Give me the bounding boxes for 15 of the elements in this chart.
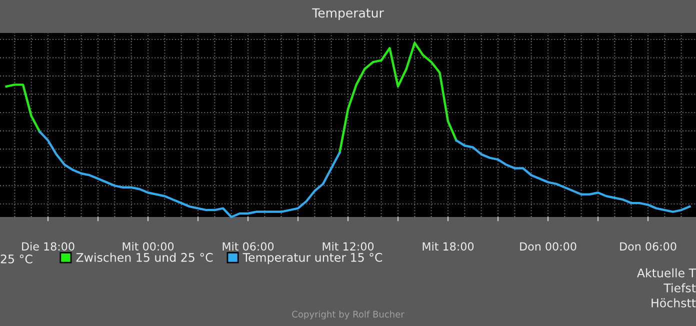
text: 25 °C (0, 254, 32, 264)
text: Tiefst (664, 283, 696, 292)
x-tick-label: Don 06:00 (620, 242, 676, 251)
text: Aktuelle T (637, 268, 696, 278)
x-tick-label: Mit 00:00 (122, 242, 174, 251)
x-tick-label: Mit 18:00 (422, 242, 474, 251)
legend-label: Zwischen 15 und 25 °C (76, 252, 213, 262)
x-tick-label: Don 00:00 (520, 242, 576, 251)
text: Höchstt (652, 298, 696, 308)
legend-label: Temperatur unter 15 °C (242, 252, 382, 264)
chart-title: Temperatur (312, 8, 384, 20)
text: Copyright by Rolf Bucher (292, 310, 404, 320)
x-tick-label: Die 18:00 (22, 242, 74, 251)
x-tick-label: Mit 06:00 (222, 242, 274, 251)
x-tick-label: Mit 12:00 (322, 242, 374, 251)
